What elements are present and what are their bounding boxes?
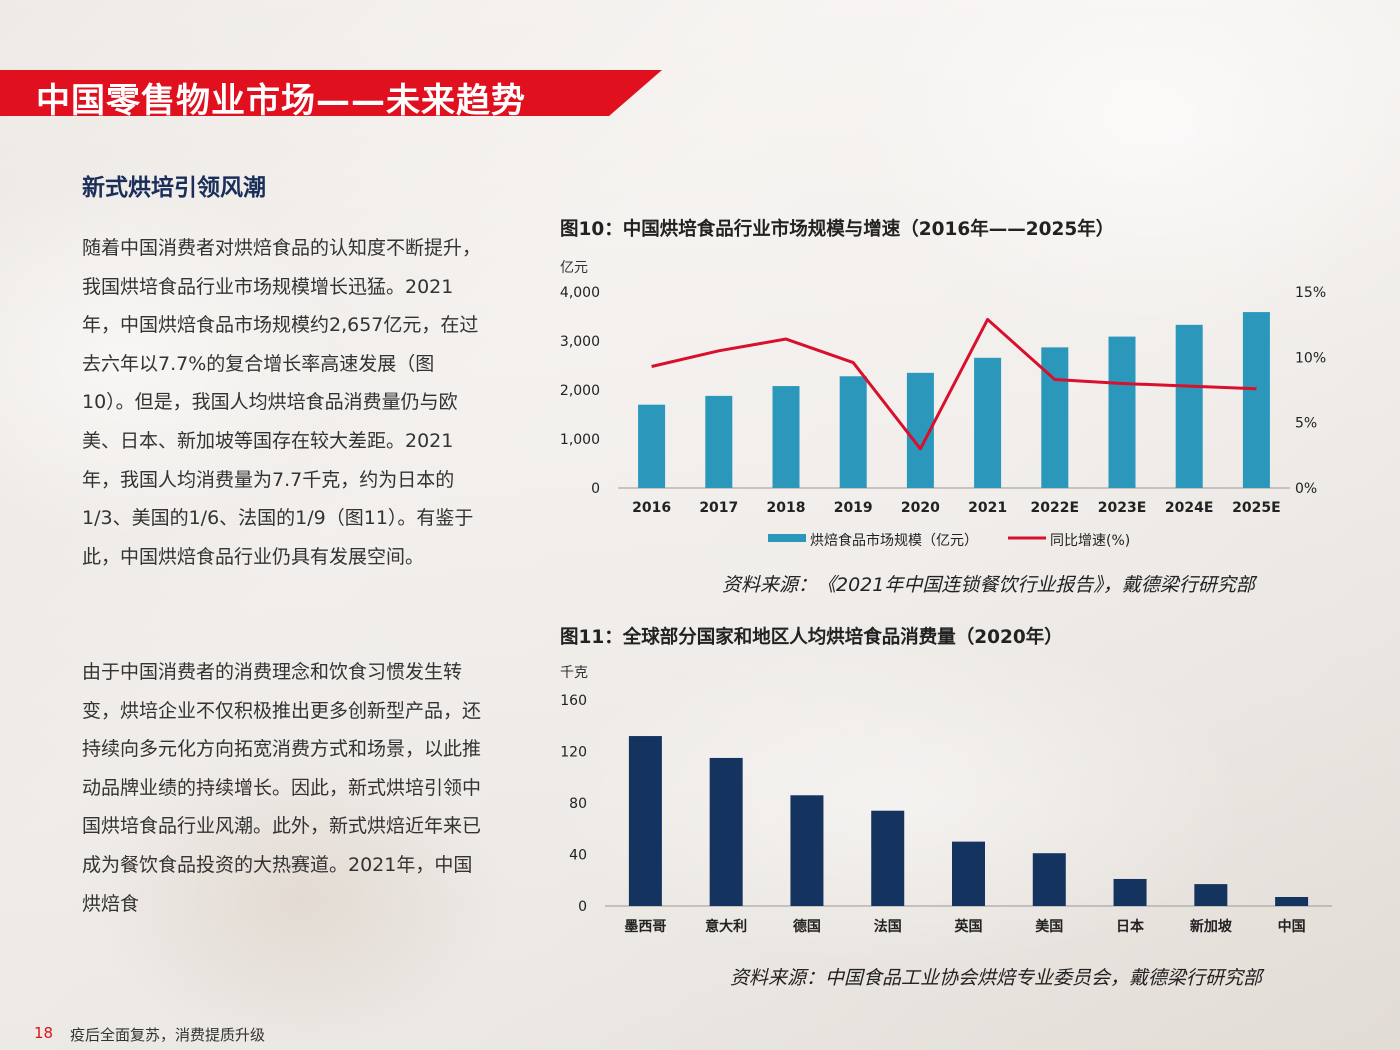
x-tick-label: 2019 bbox=[834, 500, 873, 516]
x-tick-label: 2023E bbox=[1098, 500, 1147, 516]
x-tick-label: 法国 bbox=[874, 918, 902, 935]
bar-market-size bbox=[638, 404, 666, 488]
bar-consumption bbox=[1275, 896, 1309, 906]
bar-consumption bbox=[1032, 853, 1066, 906]
fig11-title: 图11：全球部分国家和地区人均烘培食品消费量（2020年） bbox=[560, 627, 1063, 648]
x-tick-label: 2020 bbox=[901, 500, 940, 516]
x-tick-label: 日本 bbox=[1116, 918, 1145, 935]
title-banner bbox=[0, 70, 662, 116]
x-tick-label: 2017 bbox=[699, 500, 738, 516]
x-tick-label: 2021 bbox=[968, 500, 1007, 516]
page-title: 中国零售物业市场——未来趋势 bbox=[36, 81, 526, 121]
body-paragraph-2: 由于中国消费者的消费理念和饮食习惯发生转变，烘培企业不仅积极推出更多创新型产品，… bbox=[82, 661, 482, 915]
left-tick-label: 4,000 bbox=[560, 285, 600, 301]
bar-consumption bbox=[790, 795, 824, 906]
right-tick-label: 15% bbox=[1295, 285, 1326, 301]
legend-label-line: 同比增速(%) bbox=[1050, 533, 1130, 549]
bar-consumption bbox=[952, 841, 985, 906]
bar-market-size bbox=[705, 395, 733, 488]
x-tick-label: 2025E bbox=[1232, 500, 1281, 516]
bar-market-size bbox=[1041, 347, 1069, 488]
bar-market-size bbox=[974, 357, 1002, 488]
legend-label-bar: 烘焙食品市场规模（亿元） bbox=[810, 532, 978, 549]
fig10-source: 资料来源：《2021年中国连锁餐饮行业报告》，戴德梁行研究部 bbox=[722, 574, 1255, 596]
right-tick-label: 5% bbox=[1295, 416, 1317, 432]
y-tick-label: 160 bbox=[560, 693, 587, 709]
bar-market-size bbox=[1242, 312, 1270, 488]
bar-market-size bbox=[1108, 336, 1136, 488]
legend-swatch-bar bbox=[768, 534, 806, 542]
y-tick-label: 0 bbox=[578, 899, 587, 915]
left-tick-label: 0 bbox=[591, 481, 600, 497]
bar-market-size bbox=[1175, 324, 1203, 488]
y-tick-label: 80 bbox=[569, 796, 587, 812]
footer-tagline: 疫后全面复苏，消费提质升级 bbox=[70, 1026, 266, 1044]
left-tick-label: 2,000 bbox=[560, 383, 600, 399]
left-tick-label: 3,000 bbox=[560, 334, 600, 350]
x-tick-label: 2018 bbox=[767, 500, 806, 516]
body-paragraph-1: 随着中国消费者对烘焙食品的认知度不断提升，我国烘培食品行业市场规模增长迅猛。20… bbox=[82, 237, 482, 568]
bar-consumption bbox=[628, 736, 662, 906]
bar-consumption bbox=[709, 757, 743, 906]
x-tick-label: 德国 bbox=[793, 918, 821, 935]
fig11-source: 资料来源：中国食品工业协会烘焙专业委员会，戴德梁行研究部 bbox=[730, 967, 1263, 989]
bar-market-size bbox=[772, 386, 800, 488]
x-tick-label: 中国 bbox=[1278, 918, 1306, 935]
page-number: 18 bbox=[34, 1024, 54, 1042]
right-tick-label: 10% bbox=[1295, 350, 1326, 366]
y-tick-label: 120 bbox=[560, 745, 587, 761]
bar-consumption bbox=[1194, 884, 1228, 906]
section-subtitle: 新式烘培引领风潮 bbox=[82, 175, 266, 201]
x-tick-label: 墨西哥 bbox=[624, 919, 666, 935]
x-tick-label: 美国 bbox=[1035, 918, 1063, 935]
x-tick-label: 意大利 bbox=[705, 918, 747, 935]
fig10-chart: 0 1,000 2,000 3,000 4,000 0% 5% 10% 15% 2016 2017 2… bbox=[560, 285, 1326, 549]
left-tick-label: 1,000 bbox=[560, 432, 600, 448]
bar-consumption bbox=[871, 810, 905, 906]
bar-consumption bbox=[1113, 878, 1147, 906]
right-tick-label: 0% bbox=[1295, 481, 1317, 497]
x-tick-label: 2022E bbox=[1031, 500, 1080, 516]
x-tick-label: 英国 bbox=[954, 918, 983, 935]
x-tick-label: 新加坡 bbox=[1190, 918, 1233, 935]
fig10-unit: 亿元 bbox=[560, 260, 588, 276]
x-tick-label: 2016 bbox=[632, 500, 671, 516]
fig11-chart: 0 40 80 120 160 墨西哥 意大利 德国 法国 英国 美国 日本 新加坡 中国 bbox=[560, 693, 1332, 935]
y-tick-label: 40 bbox=[569, 848, 587, 864]
bar-market-size bbox=[839, 376, 867, 488]
x-tick-label: 2024E bbox=[1165, 500, 1214, 516]
line-growth-rate bbox=[651, 317, 1257, 451]
fig10-title: 图10：中国烘培食品行业市场规模与增速（2016年——2025年） bbox=[560, 219, 1115, 240]
fig11-unit: 千克 bbox=[560, 665, 588, 681]
